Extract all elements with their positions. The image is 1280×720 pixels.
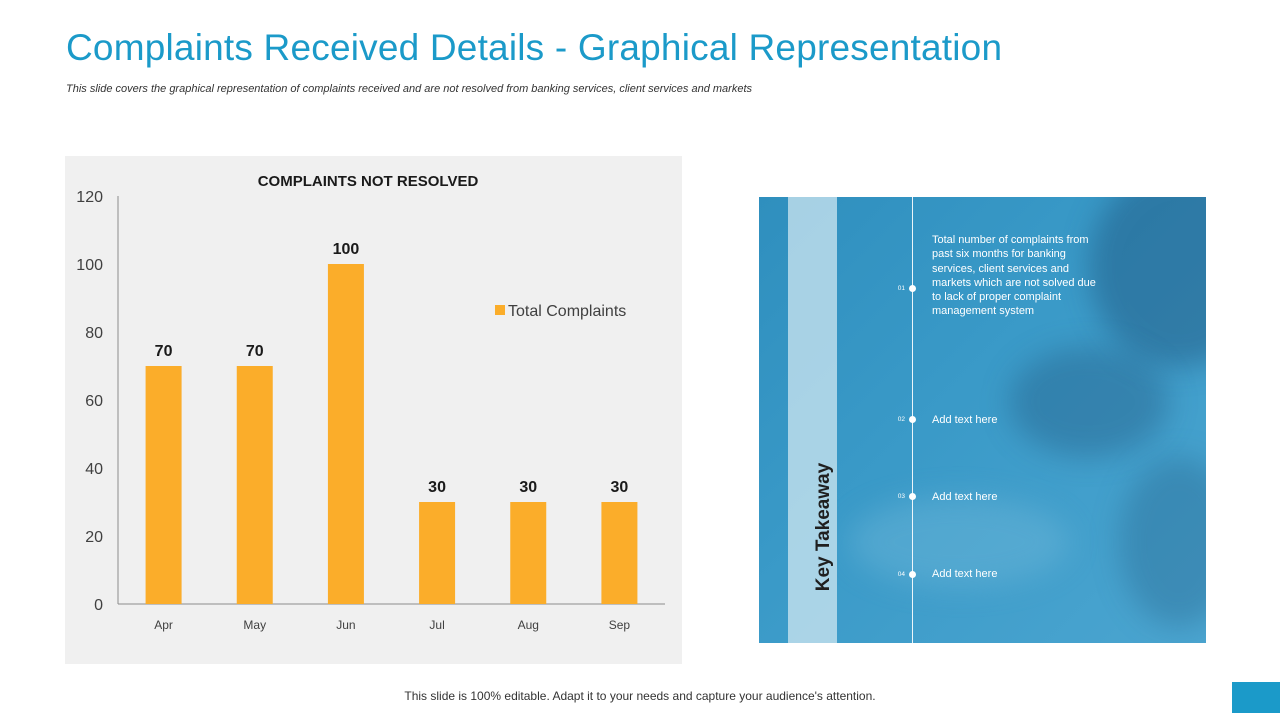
chart-title: COMPLAINTS NOT RESOLVED: [258, 173, 479, 190]
footer-note: This slide is 100% editable. Adapt it to…: [404, 689, 876, 703]
y-tick-label: 120: [76, 189, 103, 206]
background-photo-shape: [1119, 457, 1206, 627]
timeline-number: 02: [897, 416, 905, 423]
timeline-number: 03: [897, 493, 905, 500]
legend-label: Total Complaints: [508, 303, 626, 320]
page-subtitle: This slide covers the graphical represen…: [66, 83, 752, 95]
key-takeaway-strip: [788, 197, 837, 643]
page-title: Complaints Received Details - Graphical …: [66, 27, 1003, 68]
timeline-dot: [909, 285, 916, 292]
background-photo-shape: [1089, 197, 1206, 367]
y-tick-label: 40: [85, 461, 103, 478]
timeline-dot: [909, 416, 916, 423]
bar: [327, 264, 364, 604]
bar: [601, 502, 638, 604]
y-tick-label: 60: [85, 393, 103, 410]
bar: [236, 366, 273, 604]
timeline-text: Add text here: [932, 491, 998, 503]
chart-panel: COMPLAINTS NOT RESOLVED 0 20 40 60 80 100 120 70…: [65, 156, 682, 664]
data-label: 30: [611, 479, 629, 496]
y-tick-label: 20: [85, 529, 103, 546]
y-tick-label: 80: [85, 325, 103, 342]
background-photo-shape: [1009, 347, 1169, 457]
legend-swatch: [495, 305, 505, 315]
timeline-dot: [909, 571, 916, 578]
timeline-number: 01: [897, 285, 905, 292]
x-tick-label: Aug: [518, 618, 539, 632]
x-tick-label: Jun: [336, 618, 355, 632]
timeline-text: Add text here: [932, 414, 998, 426]
bar: [145, 366, 182, 604]
background-photo-shape: [849, 497, 1069, 587]
y-tick-label: 0: [94, 597, 103, 614]
bar-chart: COMPLAINTS NOT RESOLVED 0 20 40 60 80 100 120 70…: [76, 173, 665, 632]
data-label: 30: [428, 479, 446, 496]
key-takeaway-panel: Key Takeaway 01 Total number of complain…: [759, 197, 1206, 643]
bar: [510, 502, 547, 604]
data-label: 70: [155, 343, 173, 360]
timeline-text: Total number of complaints from past six…: [932, 234, 1096, 318]
bar: [419, 502, 456, 604]
data-label: 30: [519, 479, 537, 496]
x-tick-label: May: [243, 618, 266, 632]
data-label: 100: [333, 241, 360, 258]
timeline-dot: [909, 493, 916, 500]
x-tick-label: Sep: [609, 618, 631, 632]
key-takeaway-label: Key Takeaway: [813, 462, 834, 592]
timeline-number: 04: [897, 571, 905, 578]
timeline-text: Add text here: [932, 568, 998, 580]
x-tick-label: Apr: [154, 618, 173, 632]
y-tick-label: 100: [76, 257, 103, 274]
x-tick-label: Jul: [429, 618, 444, 632]
corner-accent-block: [1232, 682, 1280, 713]
data-label: 70: [246, 343, 264, 360]
